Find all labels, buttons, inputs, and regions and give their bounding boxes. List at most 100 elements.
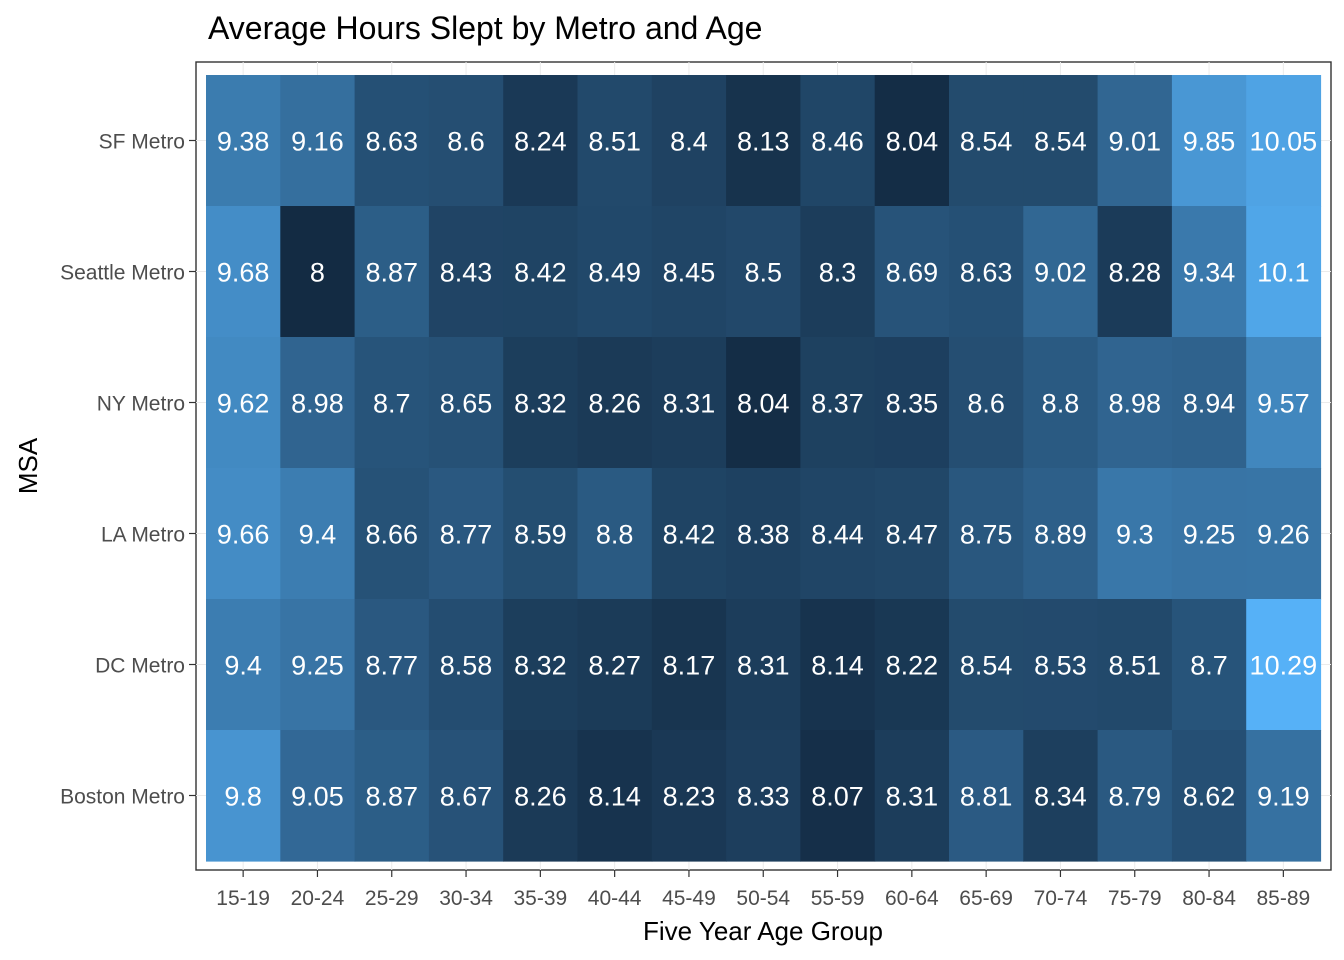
- cell-value-label: 9.02: [1034, 258, 1087, 288]
- cell-value-label: 8.53: [1034, 651, 1087, 681]
- heatmap-cell: [1097, 206, 1173, 338]
- cell-value-label: 8.13: [737, 127, 790, 157]
- heatmap-cell: [1097, 730, 1173, 862]
- cell-value-label: 8.42: [514, 258, 567, 288]
- heatmap-cell: [428, 468, 504, 600]
- heatmap-cell: [651, 468, 727, 600]
- heatmap-cell: [577, 337, 653, 469]
- heatmap-cell: [874, 468, 950, 600]
- cell-value-label: 8.59: [514, 520, 567, 550]
- cell-value-label: 8.63: [960, 258, 1013, 288]
- heatmap-cell: [1023, 206, 1099, 338]
- cell-value-label: 8.87: [365, 258, 418, 288]
- heatmap-cell: [206, 206, 281, 338]
- cell-value-label: 8.32: [514, 389, 567, 419]
- heatmap-cell: [503, 206, 579, 338]
- heatmap-cell: [726, 337, 801, 469]
- cell-value-label: 9.8: [224, 782, 262, 812]
- y-axis-title: MSA: [13, 437, 43, 494]
- cell-value-label: 8.8: [596, 520, 634, 550]
- cell-value-label: 8.04: [886, 127, 939, 157]
- heatmap-cell: [428, 75, 504, 207]
- cell-value-label: 8.44: [811, 520, 864, 550]
- heatmap-cell: [206, 337, 281, 469]
- x-tick-label: 85-89: [1256, 887, 1310, 910]
- cell-value-label: 8.81: [960, 782, 1013, 812]
- cell-value-label: 8.77: [365, 651, 418, 681]
- cell-value-label: 8.94: [1183, 389, 1236, 419]
- cell-value-label: 8.51: [1108, 651, 1161, 681]
- heatmap-cell: [428, 337, 504, 469]
- cell-value-label: 9.68: [217, 258, 270, 288]
- heatmap-cell: [503, 730, 579, 862]
- cell-value-label: 8.51: [588, 127, 641, 157]
- heatmap-cell: [1246, 75, 1322, 207]
- heatmap-cell: [874, 337, 950, 469]
- y-tick-label: NY Metro: [97, 393, 185, 416]
- heatmap-cell: [206, 730, 281, 862]
- heatmap-cell: [1246, 599, 1322, 731]
- x-tick-label: 40-44: [588, 887, 642, 910]
- cell-value-label: 9.85: [1183, 127, 1236, 157]
- heatmap-cell: [1171, 206, 1247, 338]
- x-tick-label: 45-49: [662, 887, 716, 910]
- cell-value-label: 8.6: [967, 389, 1005, 419]
- y-axis: SF Metro Seattle Metro NY Metro LA Metro DC …: [60, 131, 196, 809]
- heatmap-cell: [1171, 337, 1247, 469]
- cell-value-label: 8.04: [737, 389, 790, 419]
- heatmap-cell: [428, 730, 504, 862]
- heatmap-cell: [874, 206, 950, 338]
- cell-value-label: 9.3: [1116, 520, 1154, 550]
- cell-value-label: 8.24: [514, 127, 567, 157]
- cell-value-label: 9.57: [1257, 389, 1310, 419]
- heatmap-cell: [206, 599, 281, 731]
- cell-value-label: 9.25: [1183, 520, 1236, 550]
- cell-value-label: 8.54: [1034, 127, 1087, 157]
- cell-value-label: 8.69: [886, 258, 939, 288]
- cell-value-label: 9.16: [291, 127, 344, 157]
- heatmap-cell: [354, 337, 430, 469]
- cell-value-label: 9.38: [217, 127, 270, 157]
- heatmap-cell: [1023, 599, 1099, 731]
- cell-value-label: 9.01: [1108, 127, 1161, 157]
- cell-value-label: 8.17: [663, 651, 716, 681]
- cell-value-label: 8.7: [373, 389, 411, 419]
- heatmap-cell: [949, 599, 1024, 731]
- heatmap-cell: [1246, 468, 1322, 600]
- cell-value-label: 8.14: [588, 782, 641, 812]
- heatmap-cell: [1023, 75, 1099, 207]
- cell-value-label: 8.45: [663, 258, 716, 288]
- heatmap-cell: [651, 75, 727, 207]
- heatmap-cell: [280, 75, 356, 207]
- cell-value-label: 8.77: [440, 520, 493, 550]
- heatmap-cell: [280, 337, 356, 469]
- heatmap-cell: [577, 206, 653, 338]
- x-tick-label: 15-19: [216, 887, 270, 910]
- x-tick-label: 60-64: [885, 887, 939, 910]
- x-tick-label: 70-74: [1034, 887, 1088, 910]
- cell-value-label: 8.47: [886, 520, 939, 550]
- cell-value-label: 8.63: [365, 127, 418, 157]
- cell-value-label: 8.31: [663, 389, 716, 419]
- cell-value-label: 8.27: [588, 651, 641, 681]
- heatmap-cell: [1171, 468, 1247, 600]
- cell-value-label: 9.19: [1257, 782, 1310, 812]
- heatmap-cell: [206, 75, 281, 207]
- heatmap-cell: [726, 599, 801, 731]
- heatmap-cell: [280, 599, 356, 731]
- heatmap-cell: [280, 206, 356, 338]
- heatmap-cell: [800, 468, 876, 600]
- y-tick-label: DC Metro: [95, 655, 185, 678]
- cell-value-label: 8.6: [447, 127, 485, 157]
- cell-value-label: 8.98: [1108, 389, 1161, 419]
- heatmap-cell: [874, 599, 950, 731]
- x-tick-label: 65-69: [959, 887, 1013, 910]
- cell-value-label: 8.4: [670, 127, 708, 157]
- heatmap-cell: [1097, 75, 1173, 207]
- cell-value-label: 10.1: [1257, 258, 1310, 288]
- cell-value-label: 8.8: [1042, 389, 1080, 419]
- heatmap-cell: [1246, 206, 1322, 338]
- cell-value-label: 8.75: [960, 520, 1013, 550]
- heatmap-cell: [726, 206, 801, 338]
- heatmap-cell: [800, 730, 876, 862]
